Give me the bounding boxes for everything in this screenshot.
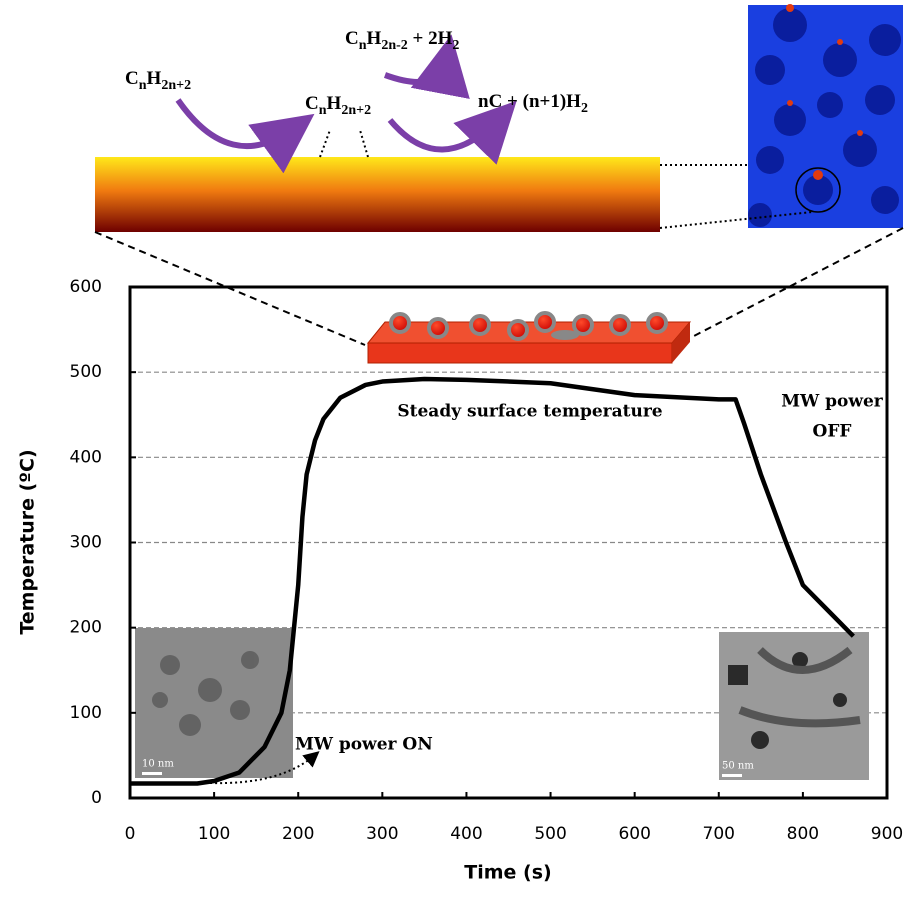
subscript: 2n-2 <box>381 38 407 53</box>
x-tick-label: 300 <box>366 824 398 844</box>
formula-part: H <box>327 93 342 114</box>
formula-part: C <box>305 93 319 114</box>
scale-label: 10 nm <box>142 759 174 770</box>
chart: 0 100 200 300 400 500 600 0 100 200 300 400 500 600 70… <box>0 0 912 893</box>
formula-part: + 2H <box>408 28 453 49</box>
substrate <box>95 157 660 232</box>
x-tick-label: 400 <box>450 824 482 844</box>
x-tick-label: 0 <box>125 824 136 844</box>
y-tick-label: 400 <box>70 447 102 467</box>
illustration <box>95 4 903 363</box>
y-tick-label: 0 <box>91 788 102 808</box>
formula-part: C <box>125 68 139 89</box>
annotation: MW power ON <box>295 735 433 755</box>
y-tick-label: 100 <box>70 703 102 723</box>
formula-part: C <box>345 28 359 49</box>
sample-3d <box>368 313 690 363</box>
y-tick-label: 600 <box>70 277 102 297</box>
annotation: Steady surface temperature <box>397 402 662 422</box>
formula-part: H <box>147 68 162 89</box>
formula: CnH2n+2 <box>125 68 191 93</box>
formula: nC + (n+1)H2 <box>478 91 588 116</box>
x-tick-label: 500 <box>534 824 566 844</box>
y-axis-title: Temperature (ºC) <box>17 449 39 634</box>
annotation: OFF <box>813 422 852 442</box>
x-tick-label: 100 <box>198 824 230 844</box>
x-tick-label: 600 <box>618 824 650 844</box>
x-tick-label: 700 <box>703 824 735 844</box>
x-tick-label: 200 <box>282 824 314 844</box>
formula: CnH2n-2 + 2H2 <box>345 28 459 53</box>
annotation: MW power <box>781 392 884 412</box>
y-tick-label: 500 <box>70 362 102 382</box>
subscript: 2 <box>452 38 459 53</box>
subscript: 2n+2 <box>341 103 371 118</box>
subscript: n <box>139 78 147 93</box>
subscript: 2n+2 <box>161 78 191 93</box>
x-tick-label: 900 <box>871 824 903 844</box>
tem-images <box>135 628 869 780</box>
x-tick-label: 800 <box>787 824 819 844</box>
subscript: n <box>319 103 327 118</box>
formula: CnH2n+2 <box>305 93 371 118</box>
formula-part: nC + (n+1)H <box>478 91 581 112</box>
y-tick-label: 200 <box>70 618 102 638</box>
formula-part: H <box>367 28 382 49</box>
x-axis-title: Time (s) <box>464 862 551 884</box>
scale-label: 50 nm <box>722 761 754 772</box>
y-tick-label: 300 <box>70 533 102 553</box>
subscript: 2 <box>581 101 588 116</box>
subscript: n <box>359 38 367 53</box>
